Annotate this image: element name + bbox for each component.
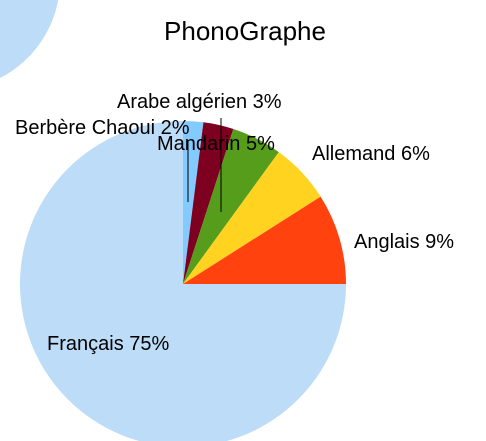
slice-value: 2% — [161, 117, 190, 139]
slice-name: Arabe algérien — [117, 91, 247, 113]
slice-name: Berbère Chaoui — [15, 117, 155, 139]
slice-label: Mandarin 5% — [157, 133, 275, 155]
slices — [20, 121, 346, 441]
slice-label: Arabe algérien 3% — [117, 91, 282, 113]
pie-slice — [20, 121, 346, 441]
slice-label: Anglais 9% — [354, 231, 454, 253]
pie-slice — [183, 196, 346, 284]
slice-value: 3% — [253, 91, 282, 113]
slice-label: Français 75% — [47, 333, 170, 355]
chart-title: PhonoGraphe — [164, 16, 326, 46]
slice-value: 9% — [425, 231, 454, 253]
decoration — [0, 0, 59, 78]
slice-label: Berbère Chaoui 2% — [15, 117, 190, 139]
slice-name: Allemand — [312, 143, 395, 165]
slice-name: Anglais — [354, 231, 420, 253]
slice-name: Mandarin — [157, 133, 240, 155]
slice-value: 5% — [246, 133, 275, 155]
pie-slice — [183, 152, 321, 284]
slice-name: Français — [47, 333, 124, 355]
slice-label: Allemand 6% — [312, 143, 430, 165]
pie-slice — [183, 128, 279, 284]
slice-value: 6% — [401, 143, 430, 165]
slice-value: 75% — [129, 333, 169, 355]
